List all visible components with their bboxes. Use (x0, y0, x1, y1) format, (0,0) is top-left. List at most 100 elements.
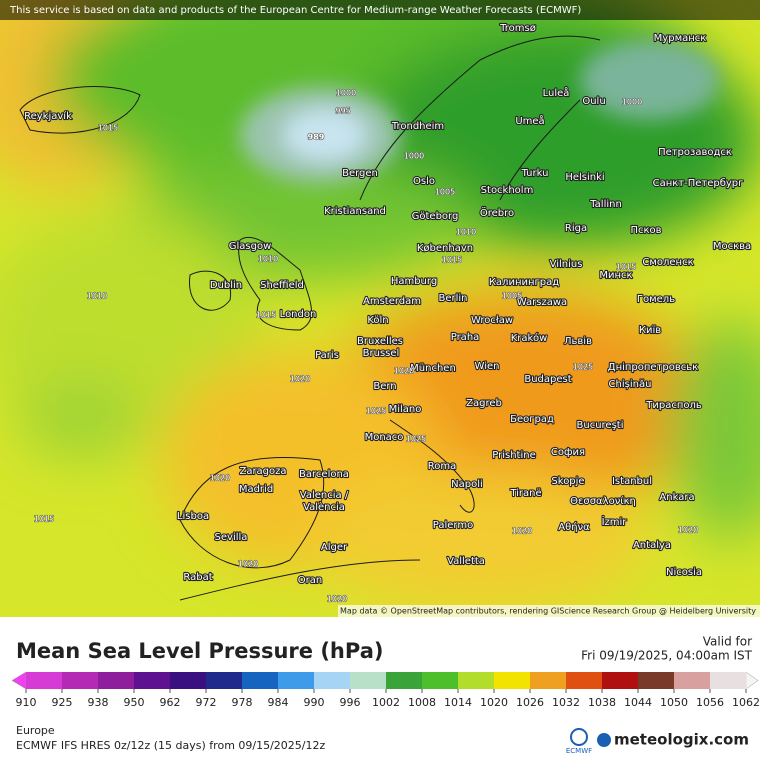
city-label: Bern (373, 381, 396, 392)
city-label: Vilnius (550, 259, 583, 270)
city-label: Umeå (515, 114, 544, 127)
isobar-label: 1015 (616, 263, 636, 272)
isobar-label: 1020 (327, 595, 347, 604)
colorbar-segment (206, 672, 243, 689)
city-label: Madrid (239, 484, 273, 495)
city-label: Budapest (524, 374, 571, 385)
region: Europe (16, 724, 55, 737)
city-label: Riga (565, 223, 587, 234)
city-label: München (410, 363, 456, 374)
city-label: Тирасполь (645, 400, 702, 411)
city-label: София (551, 447, 585, 458)
city-label: Turku (521, 168, 549, 179)
city-label: Rabat (183, 572, 212, 583)
isobar-label: 1005 (435, 188, 455, 197)
city-label: Napoli (451, 479, 483, 490)
city-label: Мурманск (654, 33, 707, 44)
city-label: København (417, 243, 473, 254)
city-label: Köln (367, 315, 388, 326)
map-credit: Map data © OpenStreetMap contributors, r… (340, 607, 756, 616)
city-label: Wrocław (471, 315, 513, 326)
city-label: Oran (298, 575, 322, 586)
city-label: Istanbul (612, 476, 652, 487)
colorbar-tick-label: 925 (52, 696, 73, 709)
city-label: Örebro (480, 206, 514, 219)
isobar-label: 1000 (336, 89, 356, 98)
colorbar-tick-label: 978 (232, 696, 253, 709)
colorbar-tick-label: 938 (88, 696, 109, 709)
isobar-label: 995 (335, 107, 350, 116)
city-label: Москва (713, 241, 751, 252)
city-label: Санкт-Петербург (653, 178, 744, 189)
city-label: Alger (321, 542, 348, 553)
colorbar-tick-label: 910 (16, 696, 37, 709)
colorbar-segment (386, 672, 423, 689)
colorbar-tick-label: 984 (268, 696, 289, 709)
city-label: Дніпропетровськ (608, 361, 698, 373)
isobar-label: 989 (308, 133, 325, 142)
colorbar-segment (350, 672, 387, 689)
city-label: Berlin (438, 293, 467, 304)
city-label: Amsterdam (363, 296, 421, 307)
isobar-label: 1020 (678, 526, 698, 535)
isobar-label: 1025 (406, 435, 426, 444)
ecmwf-logo (570, 728, 588, 746)
city-label: Гомель (637, 294, 675, 305)
colorbar-segment (494, 672, 531, 689)
city-label: Valencia / (300, 490, 349, 501)
city-label: Warszawa (517, 297, 567, 308)
attribution: This service is based on data and produc… (9, 5, 581, 16)
city-label: Barcelona (299, 469, 349, 480)
isobar-label: 1025 (366, 407, 386, 416)
colorbar-tick-label: 972 (196, 696, 217, 709)
isobar-label: 1020 (512, 527, 532, 536)
city-label: Ankara (659, 492, 694, 503)
city-label: Калининград (489, 277, 559, 288)
isobar-label: 1010 (258, 255, 278, 264)
city-label: Brussel (363, 348, 400, 359)
city-label: Минск (599, 270, 632, 281)
ecmwf-label: ECMWF (566, 747, 592, 755)
colorbar-tick-label: 950 (124, 696, 145, 709)
city-label: Θεσσαλονίκη (570, 495, 636, 507)
brand: meteologix.com (614, 731, 749, 749)
colorbar-segment (242, 672, 279, 689)
city-label: Sheffield (260, 280, 304, 291)
colorbar-segment (566, 672, 603, 689)
isobar-label: 1010 (456, 228, 476, 237)
city-label: Tallinn (589, 199, 622, 210)
isobar-label: 1015 (442, 256, 462, 265)
city-label: İzmir (602, 515, 628, 528)
colorbar-tick-label: 1062 (732, 696, 760, 709)
city-label: Kraków (511, 332, 548, 344)
model-run: ECMWF IFS HRES 0z/12z (15 days) from 09/… (16, 739, 326, 752)
city-label: Stockholm (481, 185, 534, 196)
colorbar-tick-label: 1008 (408, 696, 436, 709)
colorbar-segment (314, 672, 351, 689)
city-label: Prishtine (492, 450, 535, 461)
city-label: Göteborg (412, 211, 459, 222)
colorbar-segment (26, 672, 63, 689)
attribution-bar (0, 0, 760, 20)
colorbar: 910 925 938 950 962 972 978 984 990 996 1002 1008 10… (11, 671, 760, 709)
city-label: Trondheim (391, 121, 444, 132)
city-label: Львів (564, 335, 592, 347)
colorbar-tick-label: 1002 (372, 696, 400, 709)
city-label: Αθήνα (558, 521, 590, 533)
city-label: Tiranë (509, 488, 541, 499)
city-label: Bucureşti (577, 420, 624, 431)
isobar-label: 1005 (502, 292, 522, 301)
isobar-label: 1015 (34, 515, 54, 524)
city-label: Hamburg (391, 276, 437, 287)
city-label: Antalya (633, 540, 671, 551)
city-label: Смоленск (642, 257, 693, 268)
colorbar-tick-label: 1044 (624, 696, 652, 709)
city-label: Псков (630, 225, 661, 236)
pressure-field (0, 0, 760, 617)
valid-label: Valid for (703, 635, 752, 649)
isobar-label: 1020 (210, 474, 230, 483)
colorbar-tick-label: 1032 (552, 696, 580, 709)
colorbar-tick-label: 1026 (516, 696, 544, 709)
colorbar-tick-label: 990 (304, 696, 325, 709)
